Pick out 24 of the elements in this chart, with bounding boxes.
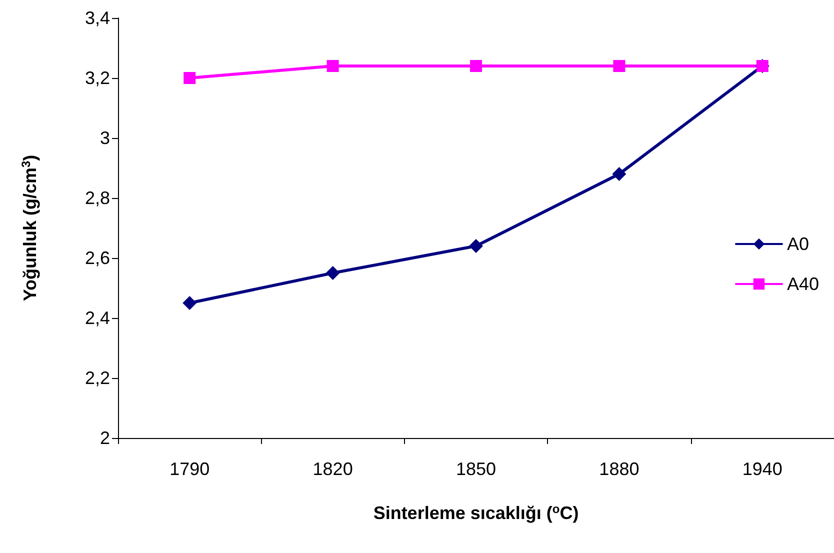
x-tick-label: 1940: [742, 459, 782, 479]
legend-label: A0: [786, 234, 810, 254]
legend-label: A40: [786, 274, 820, 294]
y-tick-label: 2,8: [84, 188, 110, 208]
point: [470, 60, 482, 72]
y-tick-label: 3,2: [84, 68, 110, 88]
y-tick-label: 2,6: [84, 248, 110, 268]
point: [469, 239, 483, 253]
y-tick-label: 2: [100, 428, 110, 448]
x-tick-label: 1790: [170, 459, 210, 479]
point: [612, 167, 626, 181]
y-tick-label: 2,2: [84, 368, 110, 388]
point: [182, 296, 197, 310]
y-tick-label: 2,4: [84, 308, 110, 328]
point: [326, 266, 340, 280]
point: [326, 60, 339, 72]
x-tick-label: 1850: [456, 459, 496, 479]
point: [184, 72, 196, 84]
y-axis-title: Yoğunluk (g/cm3): [19, 154, 40, 302]
x-tick-label: 1820: [312, 459, 353, 479]
point: [613, 60, 626, 72]
y-tick-label: 3,4: [84, 8, 110, 28]
y-tick-label: 3: [100, 128, 110, 148]
x-tick-label: 1880: [599, 459, 640, 479]
